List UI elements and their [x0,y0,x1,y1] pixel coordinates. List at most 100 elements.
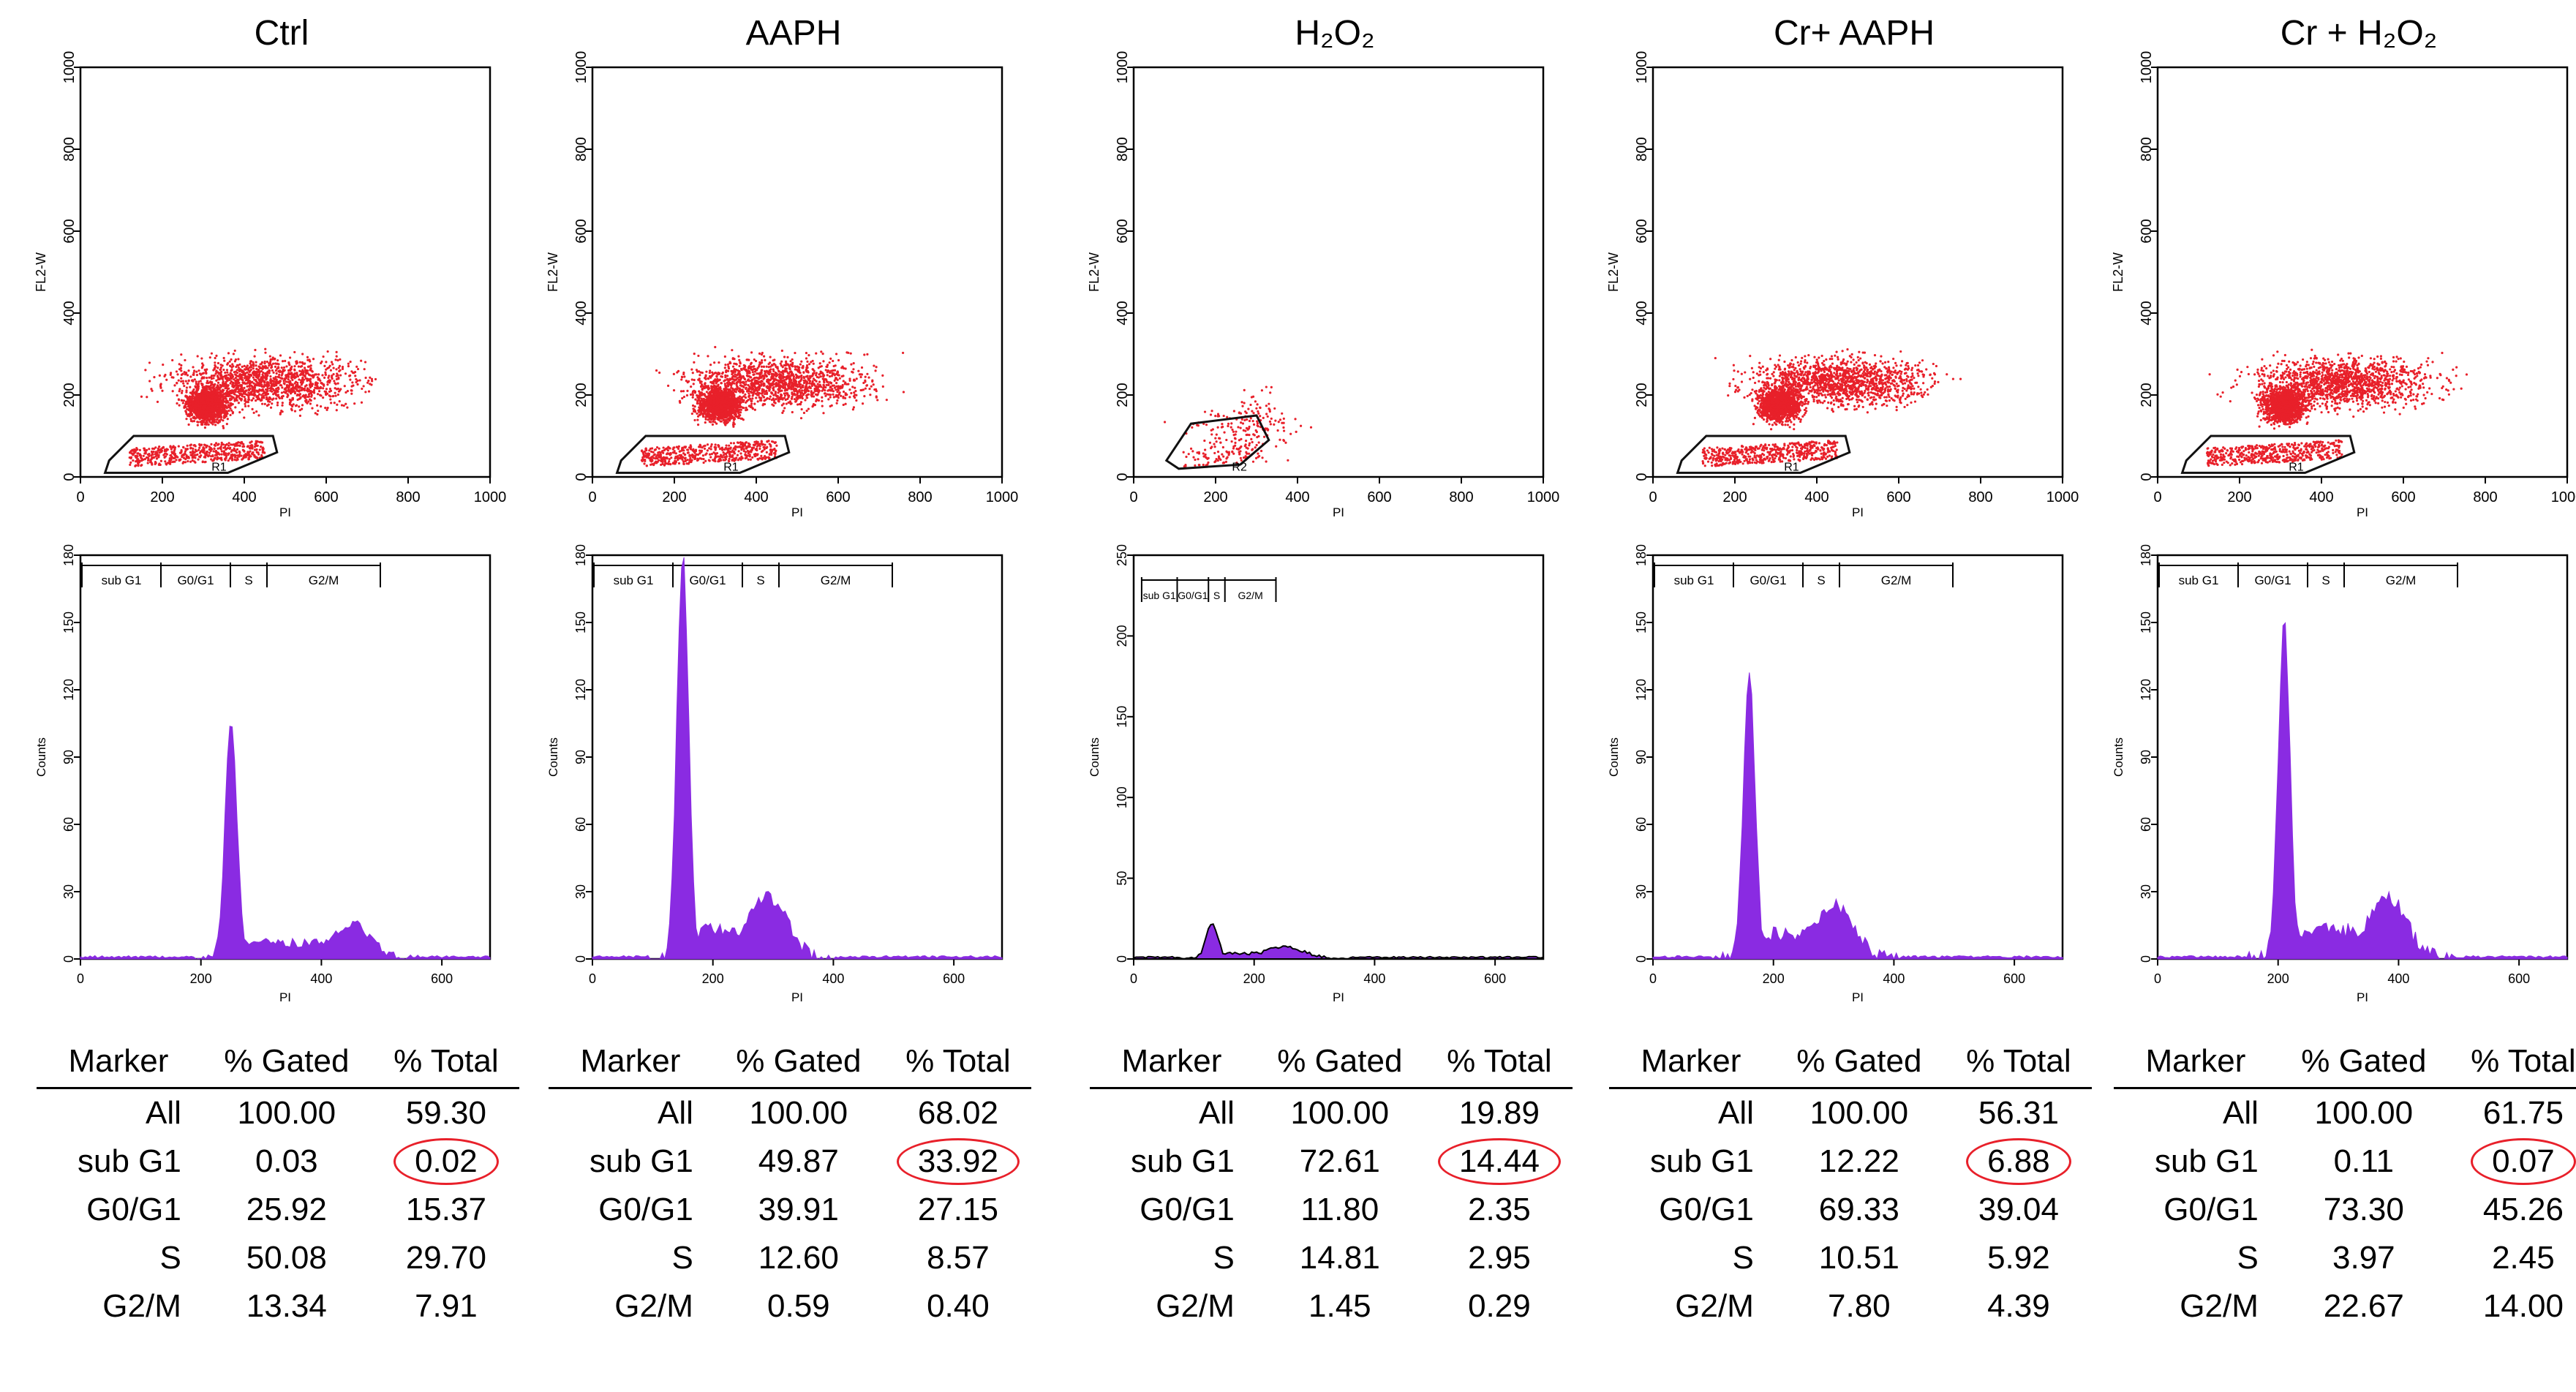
scatter-point [750,351,753,354]
scatter-point [242,370,245,373]
scatter-point [769,395,772,398]
histogram-area [80,726,491,960]
scatter-point [827,369,830,372]
scatter-point [826,393,829,396]
scatter-point [252,411,255,414]
scatter-point [770,375,774,377]
scatter-point [195,399,198,402]
scatter-point [276,362,279,365]
scatter-point [230,450,233,454]
scatter-point [253,454,256,457]
scatter-point [211,407,214,410]
scatter-point [756,366,759,369]
scatter-point [248,454,251,458]
scatter-point [724,374,727,377]
scatter-point [222,393,225,396]
scatter-point [772,362,775,366]
scatter-point [189,385,192,388]
scatter-point [226,371,229,374]
scatter-point [239,368,242,371]
scatter-point [216,418,219,421]
scatter-point [350,370,353,373]
scatter-point [349,361,352,364]
scatter-point [824,392,826,395]
scatter-point [844,402,847,405]
scatter-point [760,353,764,356]
scatter-point [181,402,184,405]
scatter-point [829,394,832,396]
scatter-point [791,361,794,364]
scatter-point [225,410,227,413]
scatter-point [260,440,263,443]
scatter-point [715,375,718,377]
scatter-point [189,419,193,423]
scatter-point [184,380,187,383]
scatter-point [218,397,221,400]
scatter-point [198,456,202,459]
scatter-point [690,378,693,381]
scatter-point [252,364,255,366]
scatter-point [337,390,341,393]
scatter-point [150,388,153,391]
scatter-point [781,371,784,374]
scatter-point [747,380,751,383]
scatter-point [210,352,214,355]
x-tick-label: 800 [396,489,420,505]
scatter-point [772,369,775,373]
scatter-point [179,366,183,369]
scatter-point [162,446,165,449]
scatter-point [305,389,309,392]
scatter-point [782,402,785,405]
scatter-point [747,365,751,368]
scatter-point [305,369,309,372]
scatter-point [817,388,821,392]
scatter-point [206,418,209,421]
scatter-point [334,358,337,361]
scatter-point [788,380,791,383]
scatter-point [353,402,356,405]
scatter-point [707,377,709,380]
scatter-point [799,383,802,386]
scatter-point [815,380,818,383]
scatter-point [336,372,339,375]
scatter-point [186,444,189,447]
scatter-point [290,409,293,412]
scatter-point [226,399,229,402]
scatter-point [709,364,712,366]
scatter-point [786,384,790,388]
scatter-point [206,380,209,383]
scatter-point [325,368,328,371]
scatter-point [220,450,223,453]
scatter-point [212,459,215,462]
scatter-point [241,365,244,368]
scatter-point [208,451,211,454]
scatter-point [783,392,786,395]
scatter-point [805,357,808,360]
scatter-point [768,389,771,392]
scatter-point [808,382,811,385]
scatter-point [763,402,767,406]
scatter-point [209,406,213,409]
scatter-point [249,446,252,449]
scatter-point [293,372,296,375]
scatter-point [237,402,240,405]
scatter-point [836,371,839,374]
scatter-point [761,359,764,362]
scatter-point [291,396,295,399]
scatter-point [166,448,169,451]
value-cell: 100.00 [237,1095,336,1131]
scatter-point [201,460,204,463]
scatter-point [208,454,211,457]
panel-title: AAPH [745,14,842,53]
scatter-point [832,390,835,393]
scatter-point [780,349,783,353]
scatter-point [777,397,780,400]
scatter-point [203,423,207,426]
scatter-point [284,359,287,363]
scatter-point [246,452,249,455]
scatter-point [770,377,773,380]
scatter-point [309,399,312,402]
scatter-point [301,407,304,410]
scatter-point [281,402,284,405]
scatter-point [818,362,821,365]
